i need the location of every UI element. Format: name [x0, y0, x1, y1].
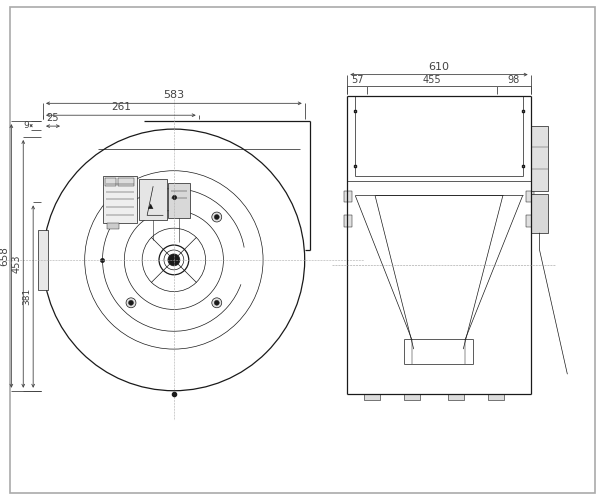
Bar: [404, 394, 419, 400]
Circle shape: [214, 214, 219, 220]
Circle shape: [126, 298, 136, 308]
Bar: [488, 394, 504, 400]
Bar: [526, 216, 533, 227]
Text: ▲: ▲: [148, 204, 154, 210]
Circle shape: [214, 300, 219, 306]
Bar: [364, 394, 380, 400]
Bar: [344, 190, 352, 202]
Bar: [103, 176, 137, 223]
Text: 658: 658: [0, 246, 10, 266]
Bar: [139, 178, 167, 220]
Bar: [104, 178, 116, 186]
Bar: [530, 126, 548, 190]
Bar: [530, 194, 548, 233]
Circle shape: [168, 254, 180, 266]
Text: 25: 25: [47, 113, 59, 123]
Circle shape: [212, 212, 222, 222]
Circle shape: [128, 214, 133, 220]
Bar: [526, 190, 533, 202]
Text: 610: 610: [428, 62, 449, 72]
Circle shape: [126, 212, 136, 222]
Text: 381: 381: [22, 288, 31, 305]
Bar: [344, 216, 352, 227]
Bar: [118, 178, 134, 186]
Bar: [107, 223, 119, 229]
Text: 453: 453: [11, 254, 21, 273]
Text: 261: 261: [111, 102, 131, 113]
Text: 583: 583: [163, 90, 184, 101]
Text: 455: 455: [423, 74, 442, 85]
Text: 57: 57: [351, 74, 364, 85]
Bar: [448, 394, 464, 400]
Circle shape: [128, 300, 133, 306]
Bar: [38, 230, 48, 290]
Circle shape: [212, 298, 222, 308]
Text: 9: 9: [23, 121, 29, 130]
Bar: [168, 182, 190, 218]
Text: 98: 98: [508, 74, 520, 85]
